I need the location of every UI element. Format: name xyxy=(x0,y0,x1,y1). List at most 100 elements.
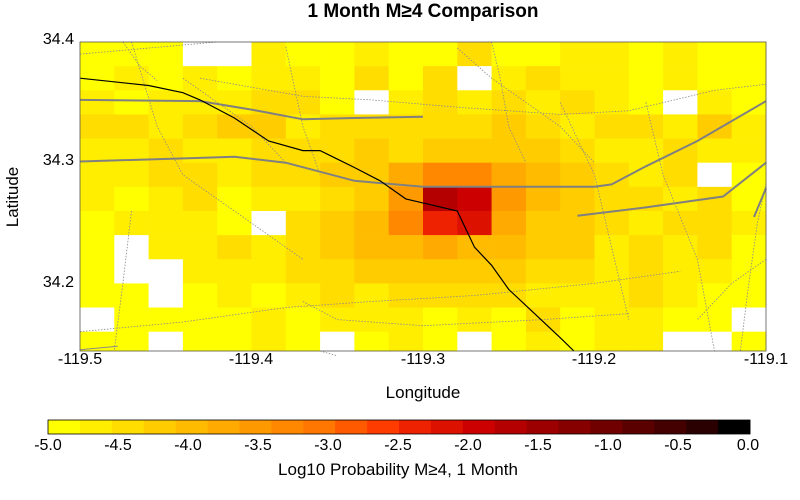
probability-cell xyxy=(525,283,561,308)
colorbar-title: Log10 Probability M≥4, 1 Month xyxy=(278,460,518,479)
road-line xyxy=(577,161,767,217)
probability-cell xyxy=(423,162,458,188)
probability-cell xyxy=(320,90,355,115)
probability-cell xyxy=(423,331,458,352)
probability-cell xyxy=(697,259,732,284)
y-tick-label: 34.3 xyxy=(42,152,74,169)
probability-cell xyxy=(491,138,527,164)
colorbar-swatch xyxy=(526,420,559,434)
probability-cell xyxy=(320,307,355,332)
probability-cell xyxy=(423,42,458,67)
probability-cells xyxy=(80,42,767,352)
fault-line xyxy=(739,183,767,352)
colorbar-tick-label: -1.5 xyxy=(524,437,552,454)
probability-cell xyxy=(491,235,527,260)
probability-cell xyxy=(663,186,698,212)
probability-cell xyxy=(80,210,115,236)
probability-cell xyxy=(80,186,115,212)
probability-cell xyxy=(80,235,115,260)
probability-cell xyxy=(217,307,252,332)
probability-cell xyxy=(388,42,424,67)
probability-cell xyxy=(251,259,287,284)
probability-cell xyxy=(594,138,630,164)
probability-cell xyxy=(457,90,492,115)
probability-cell xyxy=(525,114,561,139)
probability-cell xyxy=(491,283,527,308)
probability-cell xyxy=(320,42,355,67)
fault-line xyxy=(79,345,118,351)
probability-cell xyxy=(663,210,698,236)
probability-cell xyxy=(354,283,389,308)
probability-cell xyxy=(731,42,767,67)
probability-cell xyxy=(217,283,252,308)
empty-cell xyxy=(663,331,698,352)
x-tick-label: -119.2 xyxy=(571,351,617,368)
x-tick-label: -119.5 xyxy=(57,351,103,368)
fault-line xyxy=(79,270,681,333)
probability-cell xyxy=(628,307,664,332)
colorbar-tick-label: -1.0 xyxy=(594,437,622,454)
probability-cell xyxy=(320,186,355,212)
probability-cell xyxy=(320,162,355,188)
probability-cell xyxy=(423,114,458,139)
probability-cell xyxy=(182,331,218,352)
probability-cell xyxy=(354,235,389,260)
probability-cell xyxy=(354,259,389,284)
probability-cell xyxy=(491,210,527,236)
y-tick-label: 34.2 xyxy=(42,274,74,291)
probability-cell xyxy=(148,210,184,236)
fault-line xyxy=(285,46,321,175)
x-tick-label: -119.3 xyxy=(400,351,446,368)
colorbar-frame xyxy=(47,419,751,435)
probability-cell xyxy=(697,114,732,139)
colorbar-swatch xyxy=(686,420,719,434)
probability-cell xyxy=(663,66,698,91)
colorbar-tick-label: -3.5 xyxy=(244,437,272,454)
probability-cell xyxy=(663,235,698,260)
empty-cell xyxy=(80,307,115,332)
colorbar-swatch xyxy=(175,420,208,434)
probability-cell xyxy=(457,138,492,164)
probability-cell xyxy=(491,259,527,284)
probability-cell xyxy=(663,283,698,308)
probability-cell xyxy=(525,235,561,260)
colorbar-swatches xyxy=(48,420,751,434)
probability-cell xyxy=(628,42,664,67)
road-lines xyxy=(79,98,767,218)
probability-cell xyxy=(354,186,389,212)
probability-cell xyxy=(285,42,321,67)
colorbar-swatch xyxy=(143,420,177,434)
probability-cell xyxy=(594,307,630,332)
probability-cell xyxy=(491,162,527,188)
probability-cell xyxy=(731,283,767,308)
probability-cell xyxy=(491,307,527,332)
probability-cell xyxy=(491,90,527,115)
probability-cell xyxy=(388,235,424,260)
probability-cell xyxy=(285,331,321,352)
colorbar-swatch xyxy=(558,420,591,434)
probability-cell xyxy=(628,283,664,308)
probability-cell xyxy=(594,114,630,139)
fault-line xyxy=(697,258,767,320)
probability-cell xyxy=(525,210,561,236)
colorbar-swatch xyxy=(430,420,464,434)
colorbar-tick-label: -4.5 xyxy=(104,437,132,454)
probability-cell xyxy=(182,114,218,139)
probability-cell xyxy=(697,42,732,67)
probability-cell xyxy=(525,138,561,164)
y-tick-label: 34.4 xyxy=(42,31,74,48)
probability-cell xyxy=(731,210,767,236)
map-title: 1 Month M≥4 Comparison xyxy=(307,1,539,22)
probability-cell xyxy=(731,331,767,352)
probability-cell xyxy=(148,307,184,332)
probability-cell xyxy=(388,162,424,188)
probability-cell xyxy=(697,307,732,332)
probability-cell xyxy=(491,114,527,139)
probability-cell xyxy=(285,90,321,115)
probability-cell xyxy=(217,331,252,352)
probability-cell xyxy=(354,138,389,164)
probability-cell xyxy=(525,186,561,212)
empty-cell xyxy=(114,235,149,260)
probability-cell xyxy=(114,114,149,139)
